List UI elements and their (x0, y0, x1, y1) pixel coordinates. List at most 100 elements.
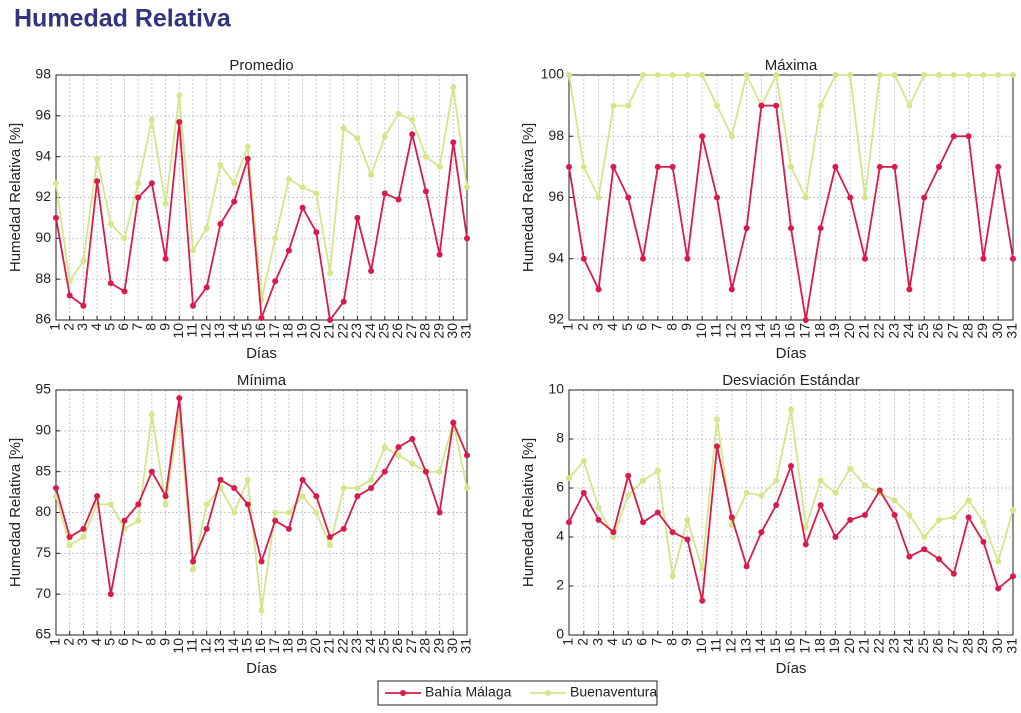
x-tick-label: 16 (782, 638, 798, 654)
data-point (285, 525, 292, 532)
y-tick-label: 80 (35, 503, 51, 519)
data-point (121, 288, 128, 295)
data-point (80, 534, 87, 540)
x-tick-label: 23 (885, 638, 901, 654)
x-tick-label: 26 (389, 323, 405, 339)
x-tick-label: 2 (60, 638, 76, 646)
data-point (258, 314, 265, 321)
data-point (936, 516, 942, 523)
y-axis-label: Humedad Relativa [%] (7, 438, 24, 587)
data-point (832, 489, 839, 496)
data-point (654, 163, 661, 170)
x-tick-label: 18 (280, 323, 296, 339)
data-point (313, 229, 320, 236)
x-tick-label: 11 (708, 638, 724, 653)
page-title: Humedad Relativa (14, 5, 232, 33)
x-tick-label: 21 (321, 638, 337, 654)
data-point (817, 477, 824, 484)
y-tick-label: 85 (35, 462, 51, 478)
data-point (80, 302, 87, 309)
data-point (788, 163, 794, 170)
x-tick-label: 15 (767, 638, 783, 654)
x-tick-label: 17 (797, 638, 813, 654)
data-point (148, 411, 155, 418)
x-tick-label: 19 (293, 323, 309, 339)
x-tick-label: 17 (266, 638, 282, 654)
x-tick-label: 15 (239, 638, 255, 654)
x-tick-label: 19 (826, 638, 842, 654)
data-point (66, 542, 73, 549)
data-point (743, 225, 750, 232)
data-point (395, 196, 402, 203)
data-point (847, 516, 854, 523)
data-point (980, 519, 987, 526)
data-point (464, 452, 470, 459)
data-point (876, 72, 883, 78)
data-point (699, 133, 706, 140)
data-point (190, 302, 196, 309)
x-tick-label: 20 (307, 323, 323, 339)
data-point (244, 143, 251, 150)
data-point (728, 514, 735, 521)
data-point (1010, 507, 1016, 514)
data-point (53, 485, 59, 491)
x-tick-label: 5 (619, 323, 635, 331)
y-tick-label: 88 (35, 270, 51, 286)
data-point (580, 489, 587, 496)
data-point (950, 514, 957, 521)
data-point (921, 546, 928, 553)
x-tick-label: 13 (211, 323, 227, 339)
data-point (773, 102, 780, 109)
data-point (135, 501, 142, 508)
data-point (217, 221, 224, 228)
data-point (669, 529, 676, 536)
x-tick-label: 11 (708, 323, 724, 338)
data-point (450, 84, 457, 91)
data-point (368, 268, 375, 274)
x-tick-label: 21 (856, 323, 872, 339)
x-tick-label: 16 (782, 323, 798, 339)
x-tick-label: 17 (266, 323, 282, 339)
x-tick-label: 2 (575, 323, 591, 331)
x-tick-label: 1 (47, 638, 63, 646)
data-point (395, 444, 402, 451)
data-point (354, 214, 361, 221)
data-point (368, 476, 375, 483)
data-point (965, 133, 972, 140)
x-tick-label: 12 (197, 638, 213, 654)
y-tick-label: 96 (35, 107, 51, 123)
x-tick-label: 25 (376, 638, 392, 654)
data-point (995, 72, 1002, 78)
data-point (190, 247, 196, 254)
data-point (121, 517, 128, 524)
data-point (327, 270, 333, 277)
y-axis-label: Humedad Relativa [%] (7, 123, 24, 272)
data-point (906, 286, 913, 293)
x-tick-label: 11 (184, 323, 200, 338)
x-tick-label: 13 (211, 638, 227, 654)
data-point (244, 476, 251, 483)
x-tick-label: 4 (604, 638, 620, 646)
data-point (773, 72, 780, 78)
x-tick-label: 4 (88, 638, 104, 646)
legend-label: Buenaventura (570, 684, 657, 700)
data-point (595, 504, 602, 511)
data-point (728, 133, 735, 140)
x-tick-label: 1 (560, 638, 576, 646)
data-point (107, 280, 114, 287)
data-point (354, 135, 361, 142)
x-tick-label: 5 (102, 323, 118, 331)
x-tick-label: 10 (170, 638, 186, 654)
data-point (244, 155, 251, 162)
data-point (203, 525, 210, 532)
x-tick-label: 24 (900, 323, 916, 339)
x-axis-label: Días (776, 345, 807, 362)
data-point (107, 221, 114, 228)
data-point (625, 492, 632, 499)
data-point (743, 489, 750, 496)
data-point (107, 591, 114, 598)
data-point (1010, 573, 1016, 580)
data-point (995, 163, 1002, 170)
data-point (313, 509, 320, 516)
